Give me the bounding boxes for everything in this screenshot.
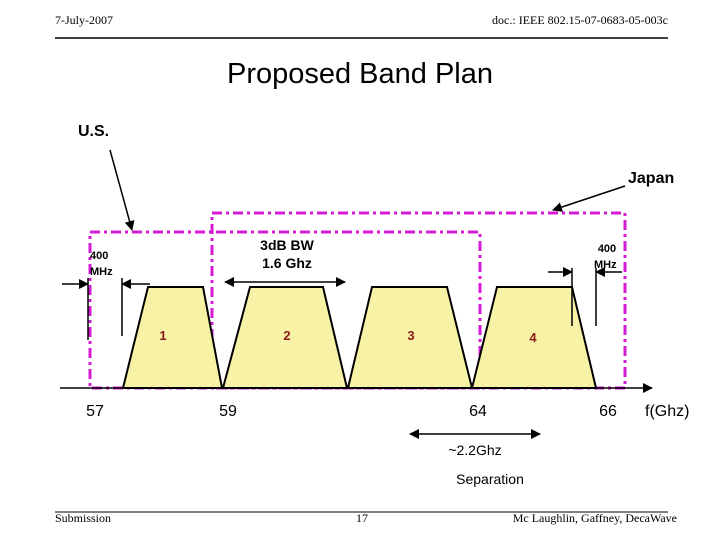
guard-label: MHz [594,259,617,271]
axis-label: 66 [599,403,617,420]
title: Proposed Band Plan [227,58,493,90]
japan-arrow [552,185,626,212]
footer-page: 17 [356,511,368,525]
footer-left: Submission [55,511,111,525]
guard-label: 400 [90,250,108,262]
header-doc: doc.: IEEE 802.15-07-0683-05-003c [492,13,668,27]
channel-number: 1 [159,328,166,343]
axis-label: 59 [219,403,237,420]
axis-unit: f(Ghz) [645,403,689,420]
header-date: 7-July-2007 [55,13,113,27]
channel-number: 2 [283,328,290,343]
guard-label: 400 [598,243,616,255]
separation-label: ~2.2Ghz [448,442,501,458]
channel [121,286,224,389]
footer-right: Mc Laughlin, Gaffney, DecaWave [513,511,677,525]
axis-label: 64 [469,403,487,420]
axis-label: 57 [86,403,104,420]
us-arrow [109,149,135,231]
bw-label: 1.6 Ghz [262,255,312,271]
guard-label: MHz [90,266,113,278]
channel-number: 4 [529,330,537,345]
channel-number: 3 [407,328,414,343]
japan-label: Japan [628,170,674,187]
us-label: U.S. [78,123,109,140]
bw-label: 3dB BW [260,237,314,253]
separation-label: Separation [456,471,524,487]
